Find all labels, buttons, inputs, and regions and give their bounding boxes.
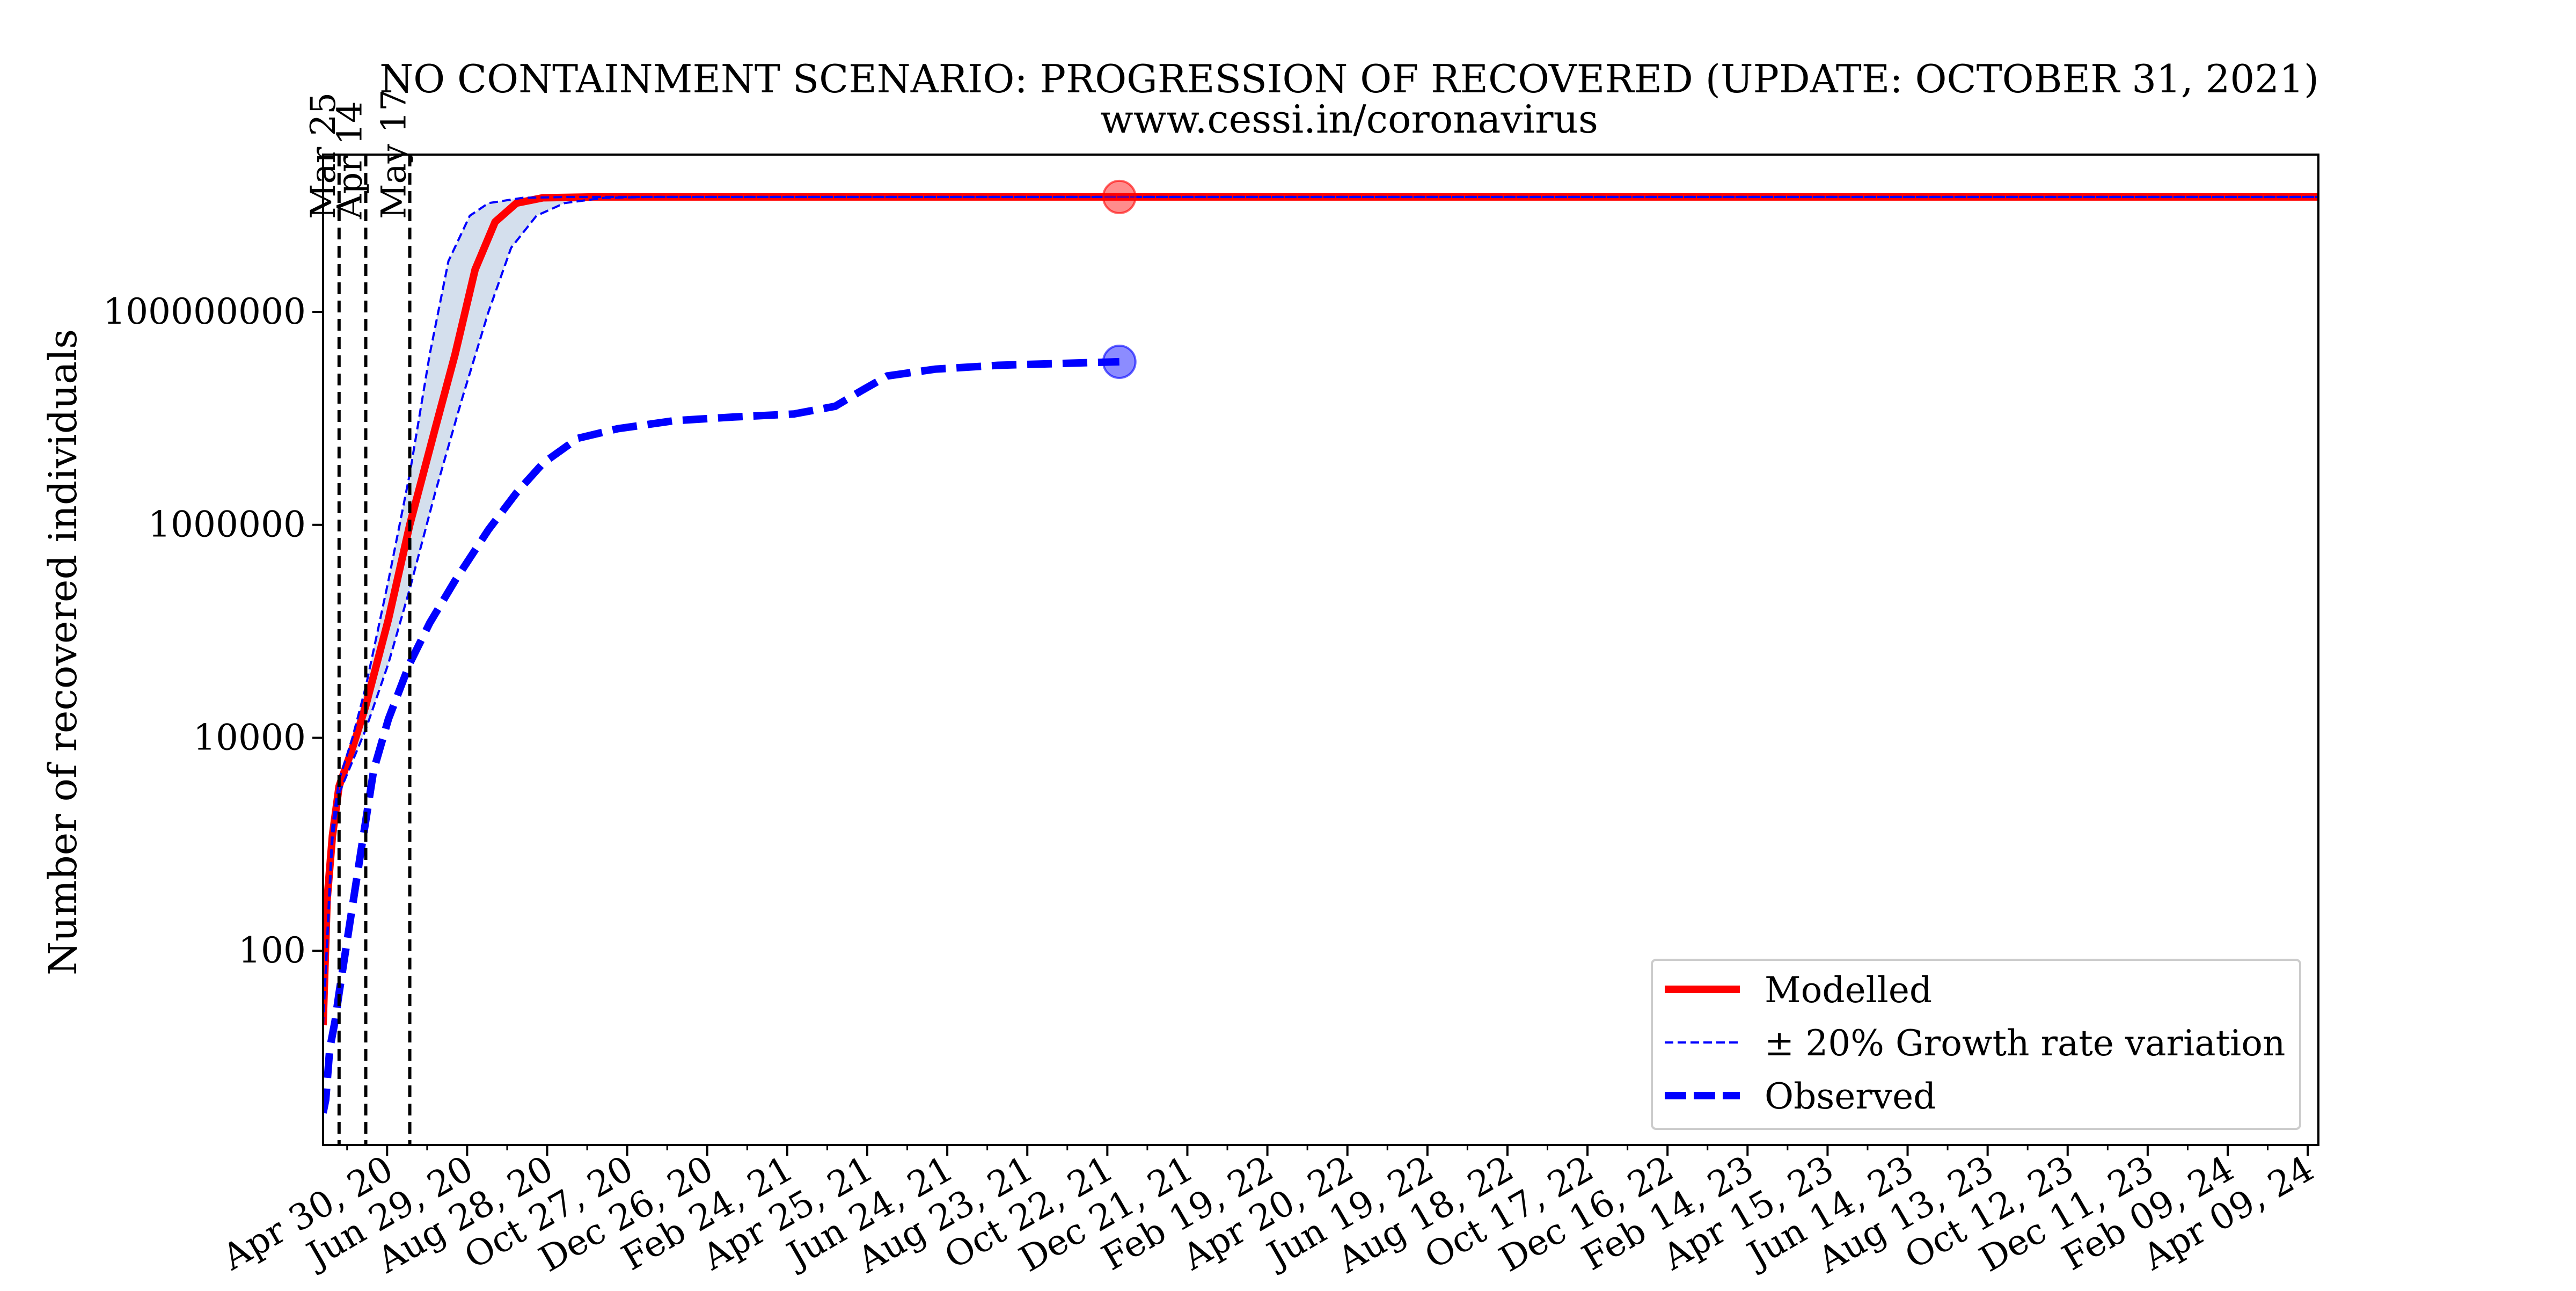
plot-frame [322,154,2319,1146]
legend-label-2: ± 20% Growth rate variation [1765,1023,2285,1064]
y-tick-label-3: 1000000 [148,504,306,545]
end-marker-observed [1102,344,1137,379]
y-tick-label-2: 10000 [193,717,306,758]
y-tick-label-4: 100000000 [103,291,306,332]
plot-area-content [323,193,2318,1114]
series-line-observed [323,358,1119,1114]
legend-label-3: Observed [1765,1076,1936,1117]
chart-subtitle: www.cessi.in/coronavirus [1100,97,1598,142]
chart-title: NO CONTAINMENT SCENARIO: PROGRESSION OF … [379,56,2319,101]
y-axis-label: Number of recovered individuals [40,329,85,975]
legend-label-1: Modelled [1765,969,1932,1011]
series-line-variation-upper [323,195,2318,1025]
end-marker-modelled [1102,179,1137,214]
y-tick-label-1: 100 [238,930,306,971]
variation-band [323,196,2318,1025]
legend-box [1651,959,2301,1130]
series-line-modelled [323,193,2318,1026]
vertical-line-label-2: Apr 14 [331,101,370,220]
legend: Modelled ± 20% Growth rate variation Obser… [1651,959,2301,1130]
series-line-variation-lower [323,195,2318,1026]
